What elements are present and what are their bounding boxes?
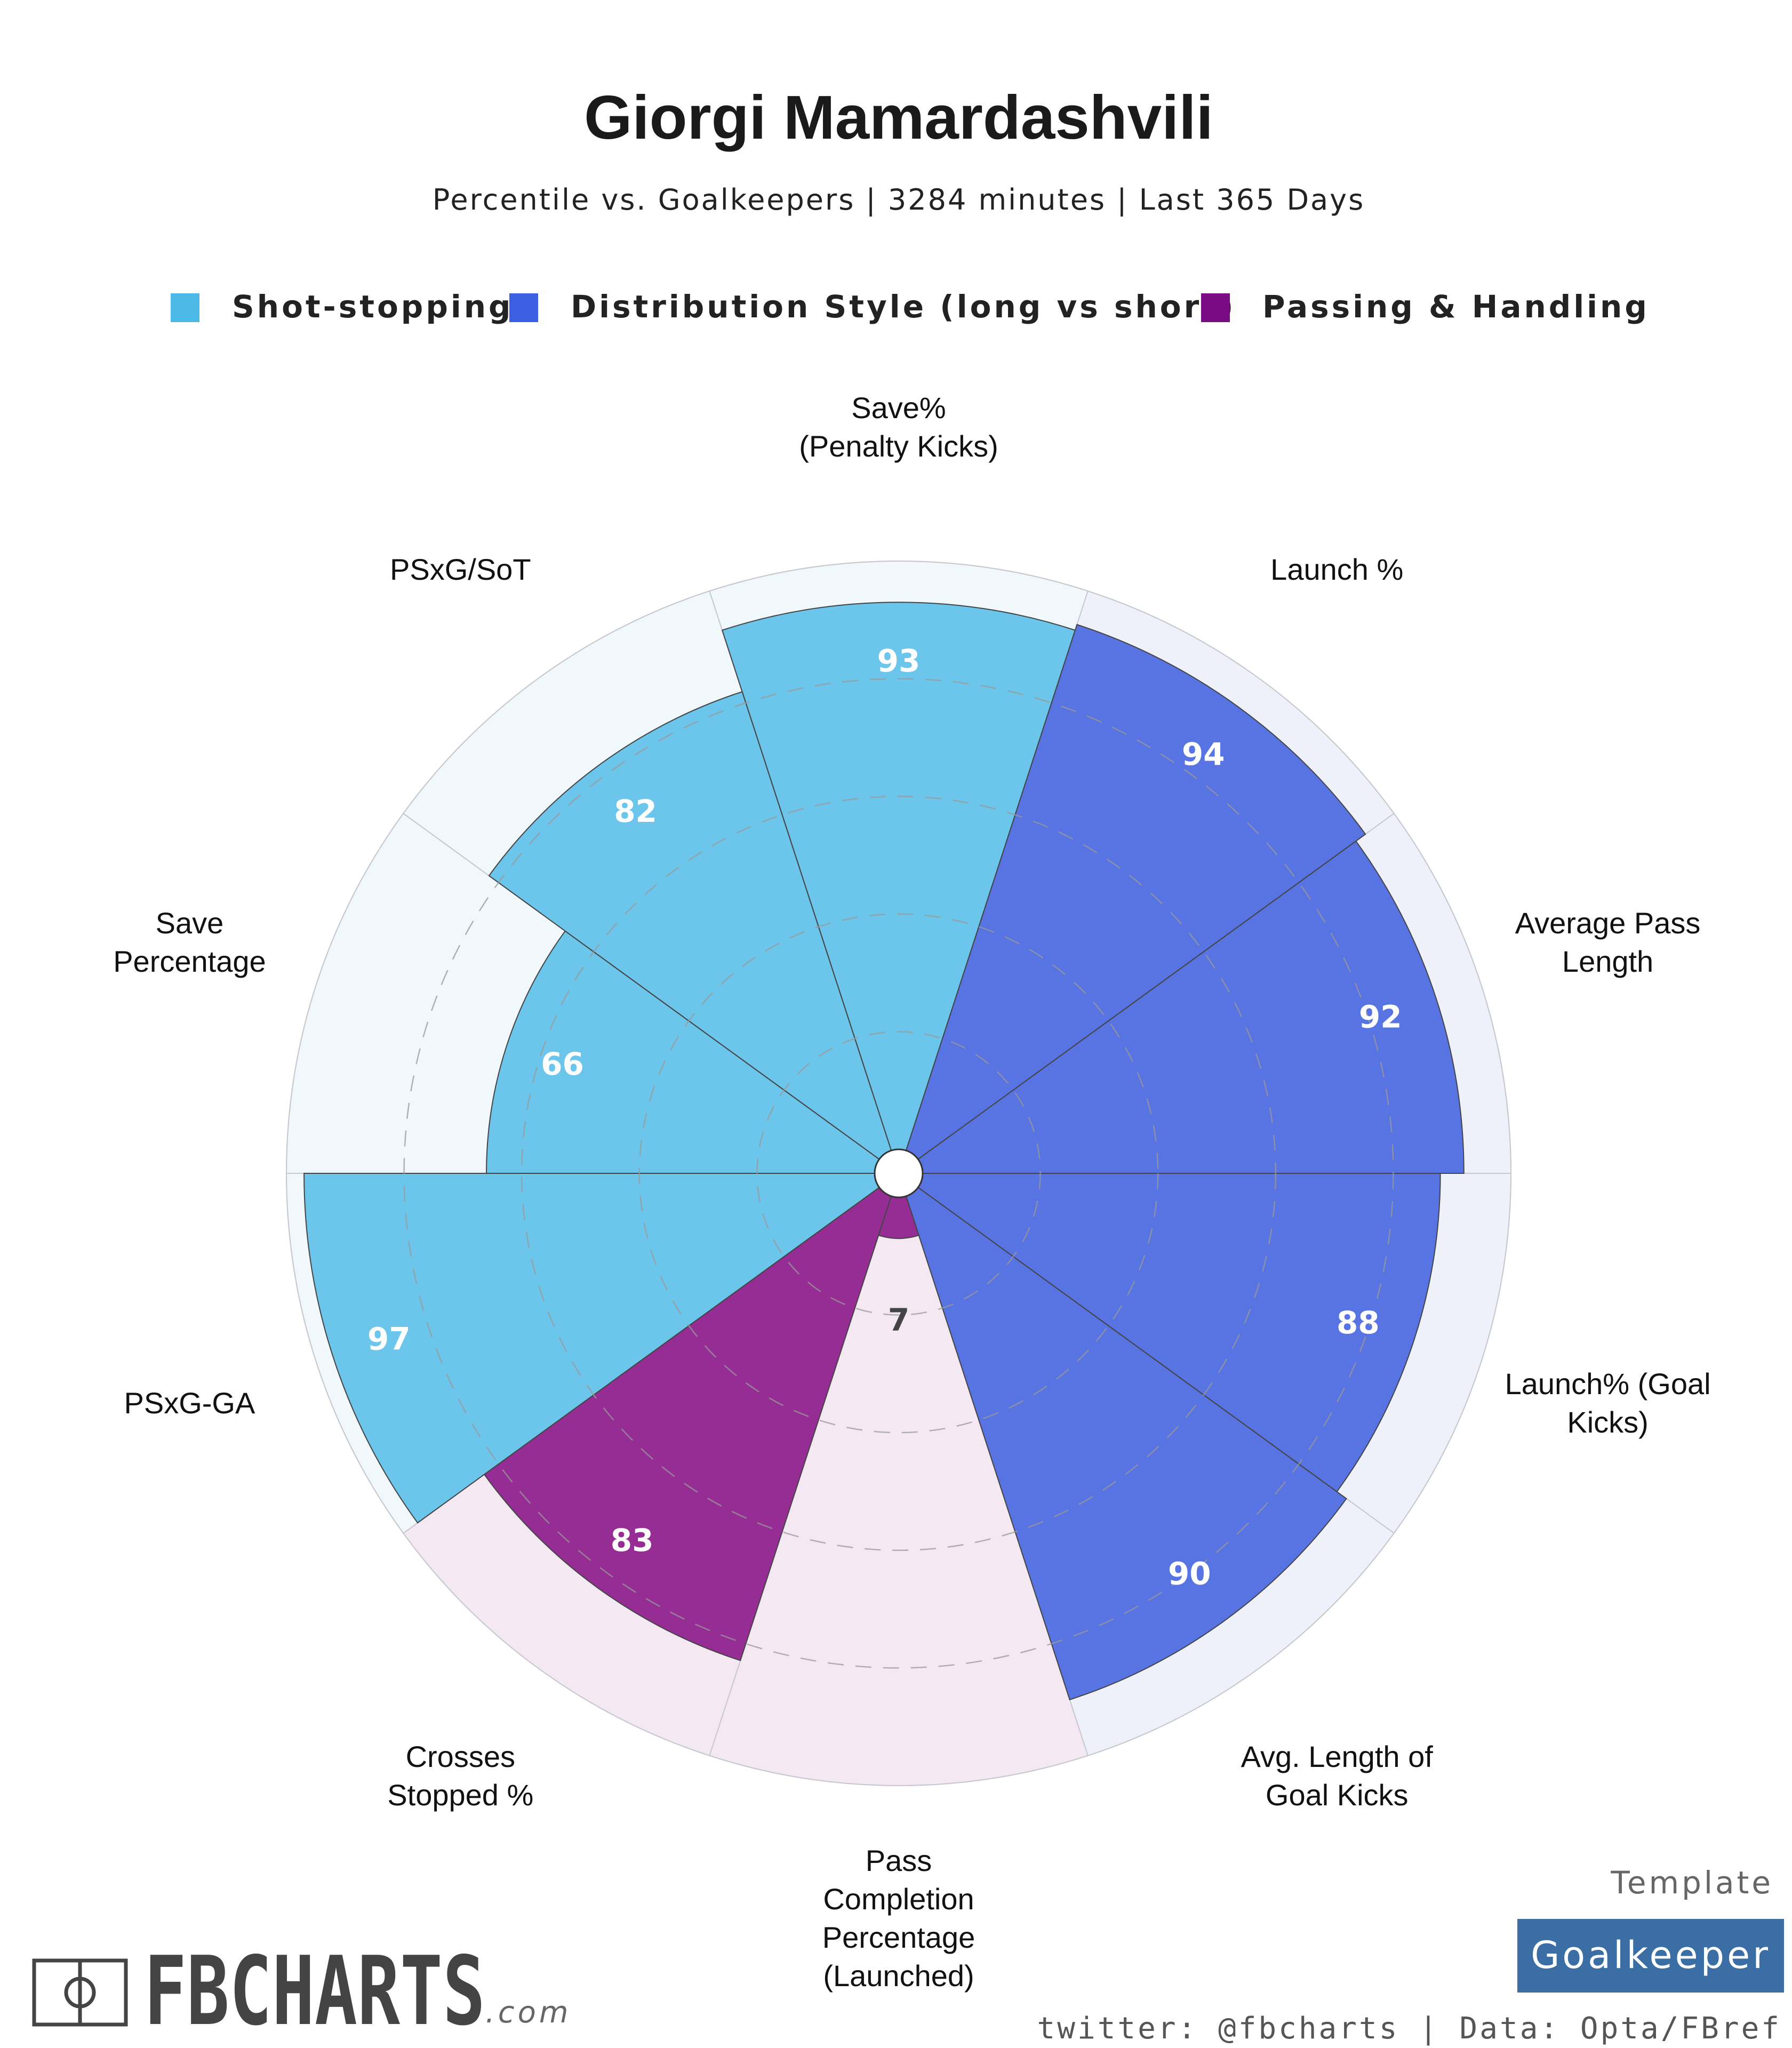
outer-ring	[286, 561, 1511, 1786]
category-label: PSxG-GA	[124, 1386, 255, 1420]
template-label: Template	[1610, 1865, 1773, 1901]
data-credit: twitter: @fbcharts | Data: Opta/FBref	[1037, 2011, 1781, 2046]
bars	[303, 602, 1465, 1701]
category-label: PSxG/SoT	[390, 553, 531, 586]
category-label: Save% (Penalty Kicks)	[799, 391, 998, 463]
chart-title: Giorgi Mamardashvili	[584, 83, 1213, 152]
value-labels: 93 94 92 88 90 7 83 97 66 82	[367, 643, 1402, 1591]
legend-label: Shot-stopping	[232, 289, 514, 325]
category-label: Launch %	[1270, 553, 1403, 586]
category-label: Crosses Stopped %	[387, 1740, 533, 1812]
value-label: 92	[1359, 999, 1402, 1035]
grid-rings	[286, 561, 1511, 1786]
center-circle	[874, 1148, 924, 1198]
legend-swatch	[1201, 293, 1230, 322]
grid-ring	[638, 913, 1159, 1434]
category-label: Avg. Length of Goal Kicks	[1241, 1740, 1434, 1812]
category-label: Save Percentage	[113, 906, 266, 978]
value-label: 93	[877, 643, 921, 679]
value-label: 90	[1168, 1556, 1211, 1592]
legend: Shot-stopping Distribution Style (long vs…	[171, 289, 1650, 325]
category-label: Launch% (Goal Kicks)	[1505, 1367, 1711, 1439]
brand-name: FBCHARTS	[144, 1936, 485, 2046]
grid-ring	[756, 1031, 1041, 1316]
category-labels: Save% (Penalty Kicks) Launch % Average Pass…	[113, 391, 1710, 1993]
value-label: 82	[614, 793, 657, 829]
value-label: 94	[1182, 736, 1225, 772]
value-label: 88	[1337, 1305, 1380, 1341]
legend-swatch	[171, 293, 199, 322]
brand-suffix: .com	[485, 1995, 571, 2030]
grid-ring	[521, 795, 1277, 1551]
value-label: 83	[611, 1522, 654, 1558]
template-badge	[1517, 1919, 1784, 1993]
category-label: Pass Completion Percentage (Launched)	[822, 1844, 975, 1993]
fbcharts-logo: FBCHARTS .com	[32, 1936, 571, 2046]
legend-label: Passing & Handling	[1262, 289, 1650, 325]
value-label: 97	[367, 1321, 411, 1357]
legend-label: Distribution Style (long vs short)	[571, 289, 1236, 325]
category-label: Average Pass Length	[1515, 906, 1701, 978]
value-label: 66	[541, 1046, 584, 1082]
grid-ring	[403, 678, 1394, 1669]
template-name: Goalkeeper	[1531, 1933, 1771, 1977]
chart-subtitle: Percentile vs. Goalkeepers | 3284 minute…	[433, 183, 1365, 217]
value-label: 7	[888, 1302, 909, 1338]
legend-swatch	[509, 293, 538, 322]
